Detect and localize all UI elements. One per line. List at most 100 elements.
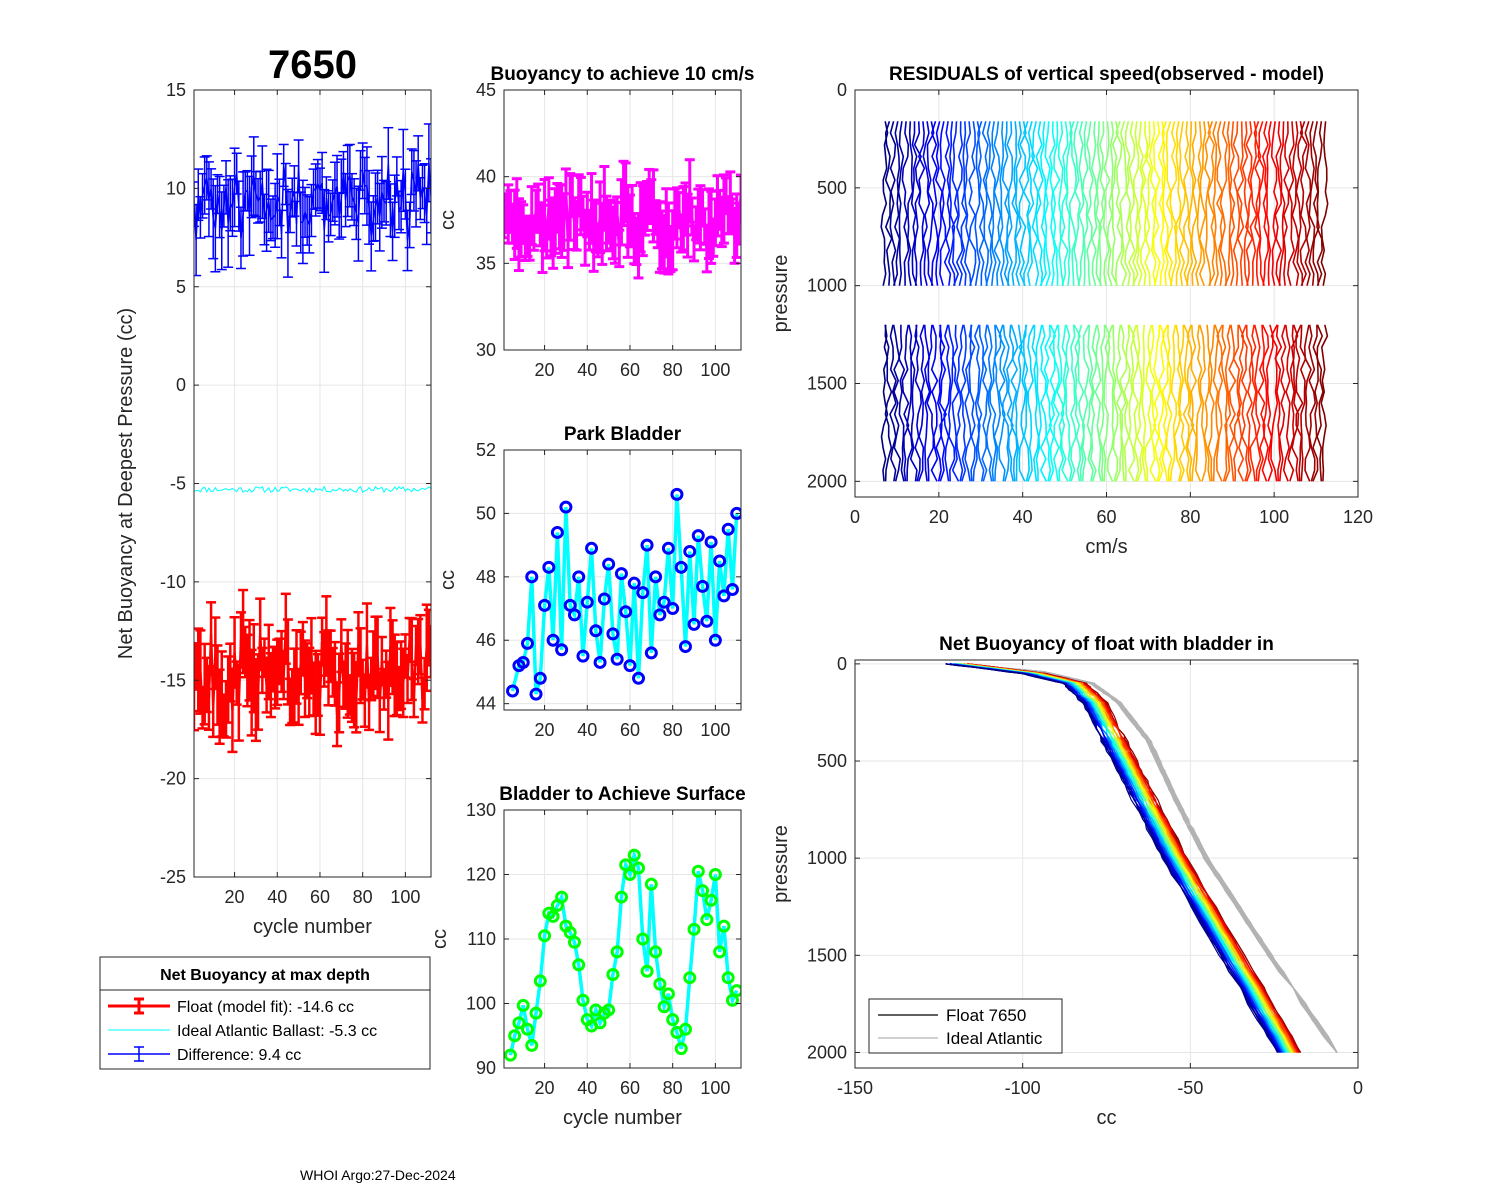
residual-profile bbox=[1119, 324, 1128, 482]
error-bar bbox=[199, 156, 210, 215]
residual-profile bbox=[1229, 121, 1236, 286]
error-bar bbox=[246, 155, 257, 219]
residual-profile bbox=[1308, 121, 1316, 286]
error-bar bbox=[203, 161, 214, 238]
residual-profile bbox=[1098, 121, 1106, 286]
legend-label: Difference: 9.4 cc bbox=[177, 1047, 301, 1064]
legend-label: Float (model fit): -14.6 cc bbox=[177, 999, 354, 1016]
y-axis-label: cc bbox=[437, 210, 459, 230]
residual-profile bbox=[1006, 121, 1014, 286]
error-bar bbox=[733, 201, 741, 246]
error-bar bbox=[381, 180, 392, 226]
data-marker bbox=[730, 506, 741, 520]
residual-profile bbox=[884, 324, 893, 482]
x-tick-label: 20 bbox=[225, 887, 245, 907]
error-bar bbox=[736, 173, 741, 215]
chart-title: Park Bladder bbox=[564, 424, 682, 445]
data-marker bbox=[572, 958, 586, 972]
data-marker bbox=[691, 864, 705, 878]
error-bar bbox=[374, 182, 385, 252]
error-bar bbox=[270, 182, 281, 248]
x-tick-label: 100 bbox=[1259, 507, 1289, 527]
error-bar bbox=[231, 152, 242, 195]
error-bar bbox=[295, 191, 306, 254]
chart-title: Bladder to Achieve Surface bbox=[499, 784, 745, 805]
residual-profile bbox=[889, 121, 897, 286]
residual-profile bbox=[1228, 324, 1237, 482]
error-bar bbox=[357, 142, 368, 200]
data-marker bbox=[696, 579, 710, 593]
residual-profile bbox=[1295, 324, 1304, 482]
y-tick-label: 15 bbox=[166, 80, 186, 100]
residual-profile bbox=[1068, 121, 1078, 286]
residual-profile bbox=[1220, 324, 1228, 482]
data-marker bbox=[529, 1006, 543, 1020]
data-marker bbox=[725, 583, 739, 597]
error-bar bbox=[194, 203, 202, 277]
x-tick-label: 100 bbox=[390, 887, 420, 907]
data-marker bbox=[585, 541, 599, 555]
x-tick-label: 60 bbox=[620, 360, 640, 380]
y-tick-label: 2000 bbox=[807, 1042, 847, 1062]
chart-title: RESIDUALS of vertical speed(observed - m… bbox=[889, 64, 1324, 85]
residual-profile bbox=[1278, 121, 1286, 286]
data-marker bbox=[632, 861, 646, 875]
residual-profile bbox=[1056, 324, 1065, 482]
error-bar bbox=[351, 187, 362, 241]
error-bar bbox=[259, 193, 270, 246]
data-marker bbox=[657, 1000, 671, 1014]
legend-label: Float 7650 bbox=[946, 1006, 1026, 1025]
data-marker bbox=[627, 576, 641, 590]
x-axis-label: cm/s bbox=[1085, 536, 1127, 558]
data-marker bbox=[636, 586, 650, 600]
residual-profile bbox=[1165, 324, 1173, 482]
x-axis-label: cycle number bbox=[563, 1107, 682, 1129]
residual-profile bbox=[1111, 121, 1119, 287]
residual-profile bbox=[1212, 324, 1220, 482]
error-bar bbox=[221, 160, 232, 215]
error-bar bbox=[282, 188, 293, 278]
data-marker bbox=[520, 636, 534, 650]
residual-profile bbox=[901, 324, 910, 482]
data-marker bbox=[614, 890, 628, 904]
y-tick-label: 1500 bbox=[807, 945, 847, 965]
data-marker bbox=[546, 633, 560, 647]
residual-profile bbox=[1022, 324, 1030, 482]
residual-profile bbox=[1173, 324, 1182, 482]
residual-profile bbox=[1157, 121, 1165, 286]
residual-profile bbox=[1081, 121, 1089, 286]
legend-label: Ideal Atlantic Ballast: -5.3 cc bbox=[177, 1023, 377, 1040]
x-tick-label: 60 bbox=[620, 1078, 640, 1098]
residual-profile bbox=[999, 121, 1005, 286]
error-bar bbox=[359, 156, 370, 215]
y-tick-label: -10 bbox=[160, 572, 186, 592]
x-tick-label: 100 bbox=[700, 360, 730, 380]
residual-profile bbox=[1123, 324, 1131, 482]
y-tick-label: 0 bbox=[176, 375, 186, 395]
data-marker bbox=[576, 993, 590, 1007]
data-marker bbox=[546, 909, 560, 923]
error-bar bbox=[396, 179, 407, 234]
residual-profile bbox=[1236, 121, 1245, 286]
residual-profile bbox=[1152, 324, 1161, 482]
data-marker bbox=[602, 557, 616, 571]
axes-front-residuals: 0 20 40 60 80 100 120 0 500 1000 1500 2000 RESIDUALS… bbox=[770, 64, 1373, 558]
residual-profile bbox=[1124, 121, 1132, 286]
residual-profile bbox=[1077, 121, 1085, 286]
residual-profile bbox=[985, 121, 993, 286]
residual-profile bbox=[989, 324, 997, 482]
error-bar bbox=[317, 151, 328, 214]
y-axis-label: pressure bbox=[770, 255, 792, 333]
data-marker bbox=[506, 684, 520, 698]
x-tick-label: 80 bbox=[663, 1078, 683, 1098]
residual-profile bbox=[1048, 121, 1056, 286]
data-marker bbox=[708, 868, 722, 881]
residual-profile bbox=[1178, 121, 1187, 286]
error-bar bbox=[389, 174, 400, 239]
plot-content bbox=[880, 121, 1329, 482]
residual-profile bbox=[1106, 324, 1115, 482]
residual-profile bbox=[943, 121, 952, 286]
residual-profile bbox=[1270, 121, 1279, 286]
residual-profile bbox=[1077, 324, 1086, 482]
